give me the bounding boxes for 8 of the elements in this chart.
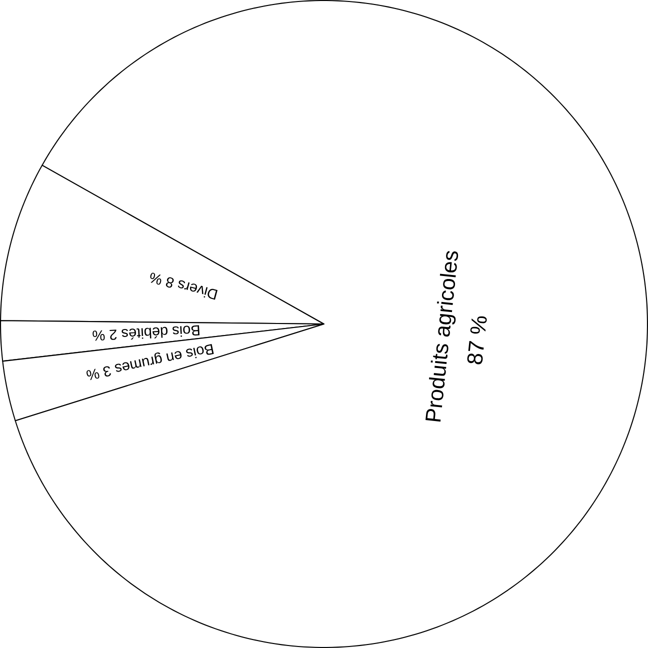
slice-label: Divers <box>178 280 218 300</box>
slice-label: Bois en grumes <box>114 344 214 372</box>
slice-label: Produits agricoles <box>426 251 458 422</box>
data-label: 2 % <box>92 330 117 341</box>
data-label: 3 % <box>86 366 111 380</box>
data-label: 8 % <box>150 272 174 288</box>
data-label: 87 % <box>467 316 487 364</box>
slice-label: Bois débités <box>122 325 200 340</box>
